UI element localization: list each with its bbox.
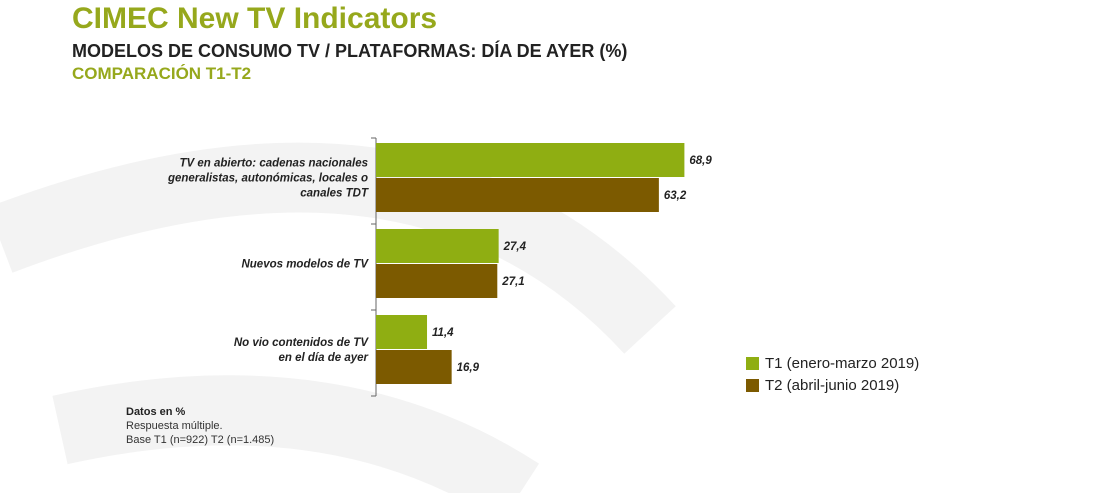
data-label: 27,1	[501, 276, 524, 288]
bar-t2	[376, 178, 659, 212]
category-label-line: canales TDT	[300, 188, 369, 200]
bar-t1	[376, 229, 499, 263]
notes-sample-base: Base T1 (n=922) T2 (n=1.485)	[126, 434, 275, 446]
category-label-line: TV en abierto: cadenas nacionales	[179, 158, 368, 170]
bar-t2	[376, 350, 452, 384]
notes-heading: Datos en %	[126, 406, 186, 418]
legend-item-t2: T2 (abril-junio 2019)	[746, 374, 919, 396]
chart-comparison-label: COMPARACIÓN T1-T2	[72, 64, 252, 83]
legend-label-t2: T2 (abril-junio 2019)	[765, 376, 900, 394]
chart-subtitle: MODELOS DE CONSUMO TV / PLATAFORMAS: DÍA…	[72, 41, 628, 61]
data-label: 16,9	[457, 362, 480, 374]
data-label: 27,4	[503, 241, 527, 253]
category-label: TV en abierto: cadenas nacionales general…	[167, 158, 369, 200]
bar-t1	[376, 143, 685, 177]
category-label-line: Nuevos modelos de TV	[241, 259, 369, 271]
bar-t1	[376, 315, 428, 349]
legend-swatch-t2	[746, 378, 759, 392]
category-label-line: No vio contenidos de TV	[234, 337, 370, 349]
category-label: No vio contenidos de TV en el día de ayer	[234, 337, 370, 364]
legend-label-t1: T1 (enero-marzo 2019)	[765, 354, 920, 372]
decor-arc-outer	[0, 142, 676, 354]
category-label-line: en el día de ayer	[279, 352, 369, 364]
chart-legend: T1 (enero-marzo 2019) T2 (abril-junio 20…	[746, 352, 919, 396]
data-label: 63,2	[664, 190, 687, 202]
chart-notes: Datos en % Respuesta múltiple. Base T1 (…	[126, 405, 274, 447]
decor-arc-inner	[52, 375, 540, 493]
data-label: 68,9	[689, 155, 712, 167]
category-label-line: generalistas, autonómicas, locales o	[167, 173, 368, 185]
data-label: 11,4	[432, 327, 454, 339]
category-label: Nuevos modelos de TV	[241, 259, 369, 271]
legend-item-t1: T1 (enero-marzo 2019)	[746, 352, 919, 374]
page-title: CIMEC New TV Indicators	[72, 2, 438, 35]
notes-multiple-response: Respuesta múltiple.	[126, 420, 223, 432]
legend-swatch-t1	[746, 356, 759, 370]
bar-t2	[376, 264, 498, 298]
